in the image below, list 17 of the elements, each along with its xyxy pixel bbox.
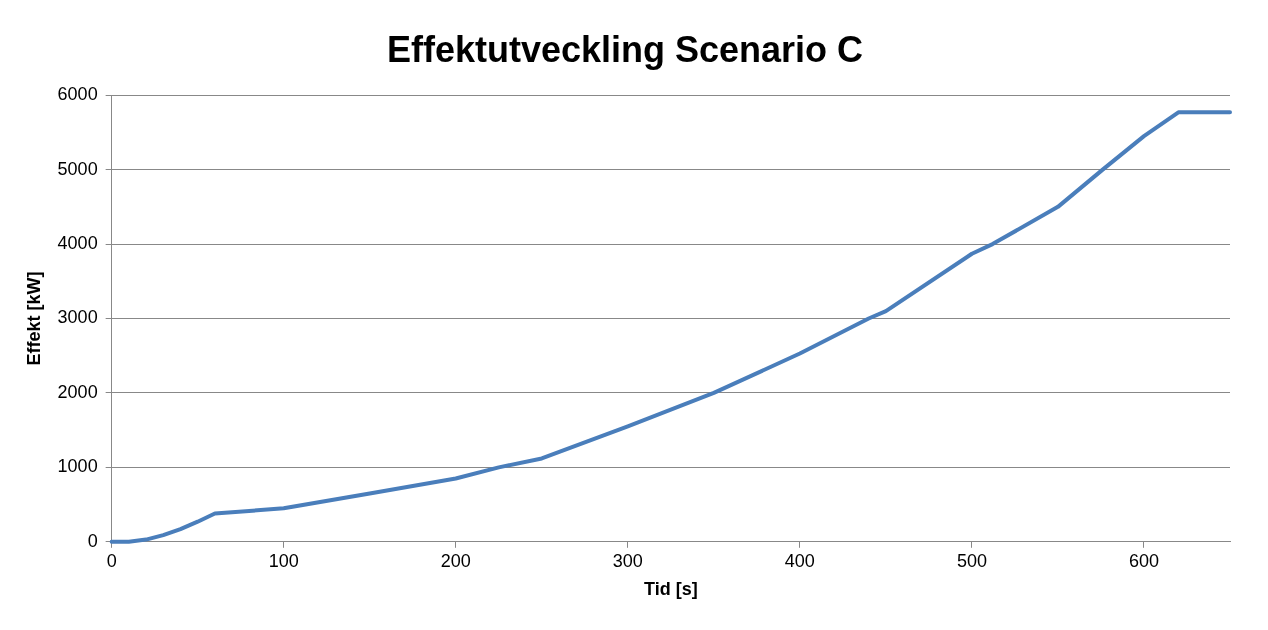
x-axis-title: Tid [s]	[643, 579, 698, 600]
y-tick-label: 6000	[57, 84, 98, 105]
x-tick-label: 500	[956, 550, 987, 571]
chart-title: Effektutveckling Scenario C	[386, 28, 864, 70]
y-tick-label: 3000	[57, 307, 98, 328]
y-axis-title: Effekt [kW]	[23, 271, 44, 366]
x-tick-label: 300	[612, 550, 643, 571]
y-tick-label: 4000	[57, 233, 98, 254]
y-tick-label: 2000	[57, 381, 98, 402]
y-tick-label: 0	[87, 530, 98, 551]
x-tick-label: 100	[268, 550, 299, 571]
x-tick-label: 600	[1128, 550, 1159, 571]
y-tick-label: 5000	[57, 158, 98, 179]
x-tick-label: 200	[440, 550, 471, 571]
x-tick-label: 400	[784, 550, 815, 571]
x-tick-label: 0	[106, 550, 117, 571]
y-tick-label: 1000	[57, 456, 98, 477]
